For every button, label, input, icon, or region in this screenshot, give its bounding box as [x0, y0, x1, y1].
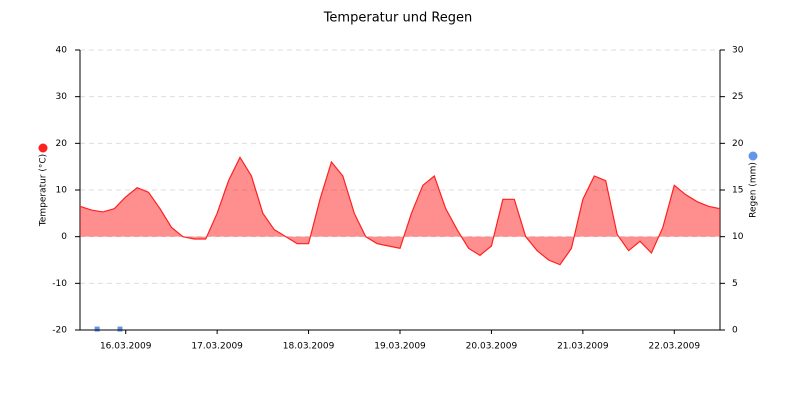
axis-title: Temperatur (°C) [39, 154, 49, 227]
y2-tick-label: 5 [732, 279, 738, 289]
x-tick-label: 19.03.2009 [374, 342, 426, 352]
x-tick-label: 22.03.2009 [649, 342, 701, 352]
axis-title: Regen (mm) [749, 162, 759, 218]
rain-marker [117, 326, 123, 332]
y2-tick-label: 10 [732, 232, 744, 242]
y2-tick-label: 0 [732, 326, 738, 336]
chart-title: Temperatur und Regen [323, 11, 473, 26]
legend-marker [38, 143, 48, 153]
y-tick-label: 0 [61, 232, 67, 242]
y2-tick-label: 15 [732, 186, 743, 196]
x-tick-label: 16.03.2009 [100, 342, 152, 352]
rain-marker [94, 326, 100, 332]
x-tick-label: 17.03.2009 [191, 342, 243, 352]
y-tick-label: 40 [56, 46, 68, 56]
x-tick-label: 21.03.2009 [557, 342, 609, 352]
area-fill [80, 157, 720, 265]
line [79, 156, 721, 266]
y-tick-label: 20 [56, 139, 68, 149]
y2-tick-label: 30 [732, 46, 744, 56]
y-tick-label: 10 [56, 186, 68, 196]
y-tick-label: -10 [52, 279, 67, 289]
y-tick-label: -20 [52, 326, 67, 336]
y-tick-label: 30 [56, 92, 68, 102]
legend-marker [748, 151, 758, 161]
x-tick-label: 18.03.2009 [283, 342, 335, 352]
y2-tick-label: 20 [732, 139, 744, 149]
y2-tick-label: 25 [732, 92, 743, 102]
x-tick-label: 20.03.2009 [466, 342, 518, 352]
